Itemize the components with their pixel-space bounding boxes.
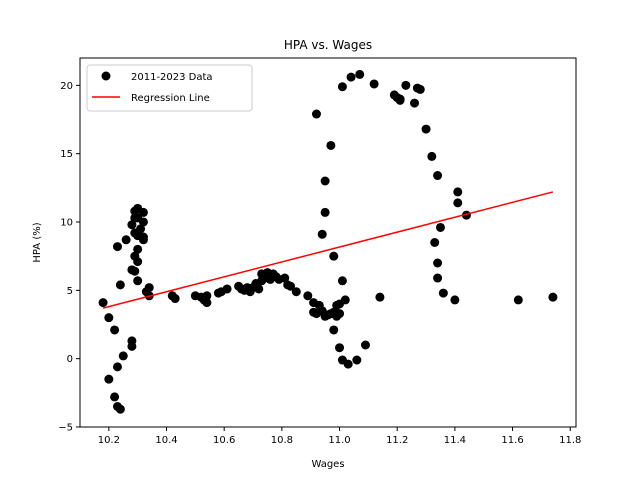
- data-point-40: [202, 298, 212, 308]
- data-point-29: [138, 207, 148, 217]
- data-point-10: [127, 336, 137, 346]
- x-tick-label-8: 11.8: [559, 435, 581, 446]
- x-tick-label-3: 10.8: [271, 435, 293, 446]
- data-point-119: [513, 295, 523, 305]
- data-point-98: [375, 292, 385, 302]
- legend-box: [86, 64, 253, 112]
- data-point-34: [144, 283, 154, 293]
- axes-frame: [79, 57, 577, 428]
- data-point-111: [433, 258, 443, 268]
- data-point-5: [112, 362, 122, 372]
- data-point-91: [326, 140, 336, 150]
- data-point-2: [104, 374, 114, 384]
- data-point-93: [337, 276, 347, 286]
- y-axis-label: HPA (%): [32, 222, 43, 262]
- data-point-92: [329, 251, 339, 261]
- legend-label-regression: Regression Line: [131, 93, 210, 104]
- data-point-95: [346, 72, 356, 82]
- y-axis-ticks: −5 0 5 10 15 20: [58, 81, 80, 434]
- data-point-3: [110, 325, 120, 335]
- x-tick-label-7: 11.6: [501, 435, 523, 446]
- data-point-0: [98, 298, 108, 308]
- data-point-87: [311, 109, 321, 119]
- y-tick-label-4: 15: [60, 149, 73, 160]
- data-point-90: [320, 207, 330, 217]
- x-axis-label: Wages: [311, 459, 344, 470]
- data-point-21: [133, 257, 143, 267]
- data-point-31: [138, 235, 148, 245]
- data-point-76: [329, 325, 339, 335]
- data-point-85: [352, 355, 362, 365]
- x-tick-label-4: 11.0: [328, 435, 350, 446]
- data-point-117: [453, 198, 463, 208]
- data-point-23: [133, 244, 143, 254]
- data-point-109: [430, 238, 440, 247]
- data-point-115: [450, 295, 460, 305]
- data-point-7: [115, 404, 125, 414]
- data-point-112: [433, 273, 443, 283]
- data-point-107: [421, 124, 431, 134]
- y-tick-label-1: 0: [67, 354, 73, 365]
- data-point-120: [548, 292, 558, 302]
- y-tick-label-0: −5: [58, 423, 73, 434]
- data-point-108: [427, 151, 437, 161]
- x-tick-label-5: 11.2: [386, 435, 408, 446]
- legend-marker-data: [101, 71, 111, 81]
- data-point-8: [118, 351, 128, 361]
- x-tick-label-1: 10.4: [155, 435, 177, 446]
- x-tick-label-6: 11.4: [444, 435, 466, 446]
- y-tick-label-3: 10: [60, 218, 73, 229]
- data-point-27: [136, 224, 146, 234]
- x-axis-ticks: 10.2 10.4 10.6 10.8 11.0 11.2 11.4 11.6 11.8: [98, 427, 581, 446]
- data-point-52: [254, 284, 264, 294]
- chart-title: HPA vs. Wages: [284, 38, 372, 52]
- data-point-80: [335, 309, 345, 319]
- data-point-103: [401, 80, 411, 90]
- data-point-12: [115, 280, 125, 290]
- data-point-16: [130, 266, 140, 276]
- data-point-81: [335, 343, 345, 353]
- data-point-104: [410, 98, 420, 108]
- data-point-11: [112, 242, 122, 252]
- data-point-97: [369, 79, 379, 89]
- data-point-22: [133, 276, 143, 286]
- y-tick-label-5: 20: [60, 81, 73, 92]
- data-point-86: [360, 340, 370, 350]
- data-point-28: [138, 217, 148, 227]
- legend-label-data: 2011-2023 Data: [131, 72, 213, 83]
- data-point-88: [317, 229, 327, 239]
- data-point-44: [222, 284, 232, 294]
- data-point-83: [340, 295, 350, 305]
- data-point-13: [121, 235, 131, 245]
- data-point-94: [337, 82, 347, 92]
- plot-area: [80, 58, 576, 427]
- marks-layer: [98, 69, 558, 414]
- data-point-14: [127, 220, 137, 230]
- data-point-36: [170, 294, 180, 304]
- data-point-66: [303, 291, 313, 301]
- data-point-96: [355, 69, 365, 79]
- data-point-84: [343, 359, 353, 369]
- data-point-113: [435, 222, 445, 232]
- x-tick-label-0: 10.2: [98, 435, 120, 446]
- legend: 2011-2023 Data Regression Line: [86, 64, 253, 112]
- data-point-64: [286, 281, 296, 291]
- x-tick-label-2: 10.6: [213, 435, 235, 446]
- data-point-114: [438, 288, 448, 298]
- data-point-116: [453, 187, 463, 197]
- y-tick-label-2: 5: [67, 286, 73, 297]
- data-point-106: [415, 84, 425, 94]
- data-point-1: [104, 313, 114, 323]
- data-point-89: [320, 176, 330, 186]
- data-point-62: [280, 273, 290, 283]
- data-point-4: [110, 392, 120, 402]
- regression-line: [102, 191, 554, 309]
- data-point-65: [291, 287, 301, 297]
- data-point-102: [395, 94, 405, 104]
- data-point-41: [202, 291, 212, 301]
- data-point-110: [433, 171, 443, 181]
